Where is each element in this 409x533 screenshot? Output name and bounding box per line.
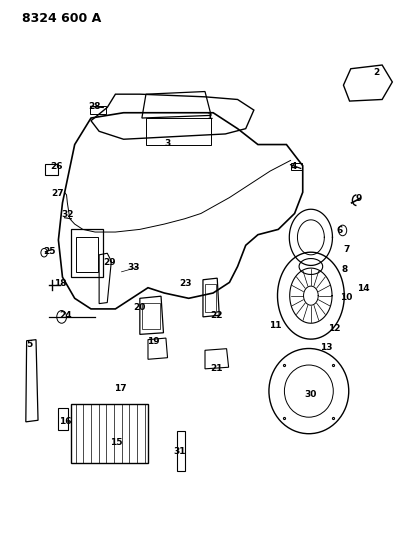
Bar <box>290 163 301 170</box>
Text: 7: 7 <box>343 245 349 254</box>
Text: 16: 16 <box>59 417 72 426</box>
Text: 11: 11 <box>268 321 281 330</box>
Text: 18: 18 <box>54 279 67 288</box>
Text: 10: 10 <box>340 293 352 302</box>
Text: 29: 29 <box>103 258 115 266</box>
Text: 20: 20 <box>133 303 145 312</box>
Text: 5: 5 <box>26 341 32 350</box>
Bar <box>58 408 68 430</box>
Text: 15: 15 <box>110 438 122 447</box>
Text: 23: 23 <box>179 279 191 288</box>
Text: 31: 31 <box>173 447 186 456</box>
Text: 17: 17 <box>114 384 126 393</box>
Text: 22: 22 <box>210 311 222 320</box>
Text: 24: 24 <box>59 311 72 320</box>
Text: 14: 14 <box>356 284 369 293</box>
Bar <box>70 405 148 463</box>
Text: 12: 12 <box>328 324 340 333</box>
Text: 13: 13 <box>319 343 332 352</box>
Text: 25: 25 <box>43 247 56 256</box>
Text: 1: 1 <box>205 112 212 122</box>
Bar <box>90 106 106 114</box>
Text: 8: 8 <box>341 265 347 274</box>
Text: 27: 27 <box>51 189 64 198</box>
Bar <box>204 284 216 312</box>
Text: 3: 3 <box>164 139 170 148</box>
Text: 2: 2 <box>372 68 378 77</box>
Text: 19: 19 <box>146 337 159 346</box>
Text: 28: 28 <box>88 102 100 111</box>
Bar <box>146 118 211 144</box>
Text: 30: 30 <box>303 390 315 399</box>
Text: 4: 4 <box>290 163 296 171</box>
Text: 6: 6 <box>335 226 342 235</box>
Text: 32: 32 <box>61 210 74 219</box>
Bar <box>75 237 98 272</box>
Text: 9: 9 <box>355 194 361 203</box>
Text: 33: 33 <box>127 263 139 272</box>
Bar <box>45 164 58 175</box>
Bar <box>177 431 184 471</box>
Text: 21: 21 <box>210 364 222 373</box>
Text: 8324 600 A: 8324 600 A <box>22 12 101 25</box>
Text: 26: 26 <box>50 163 63 171</box>
Bar <box>142 303 160 329</box>
